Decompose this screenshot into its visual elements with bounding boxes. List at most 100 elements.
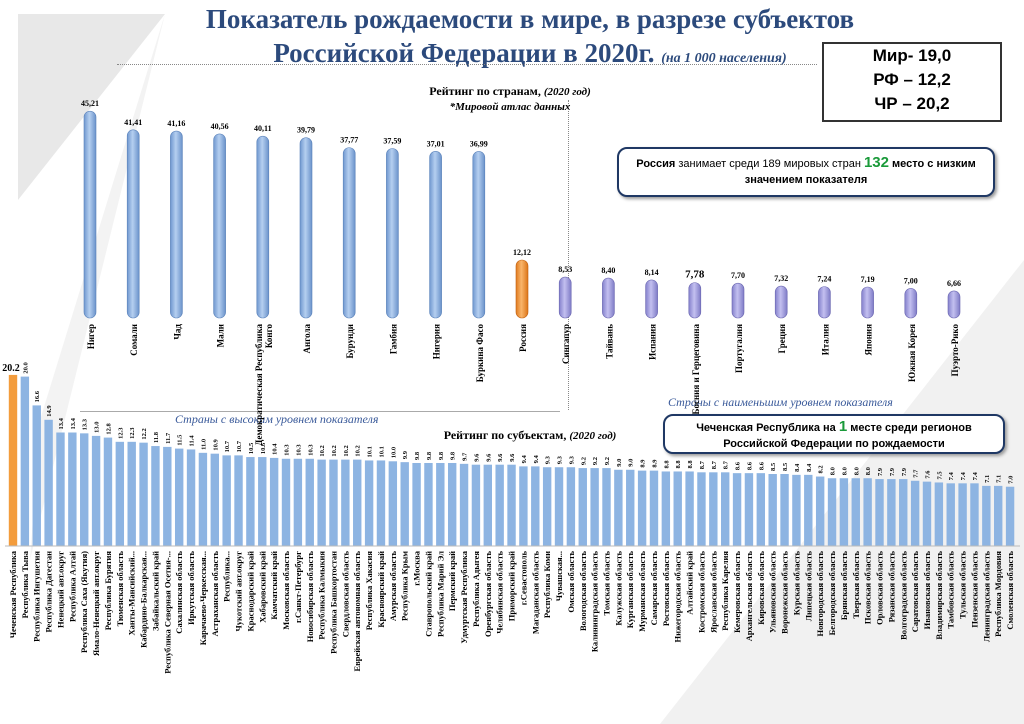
region-bar [709, 472, 718, 546]
region-bar [269, 457, 279, 546]
region-category-label: Новосибирская область [305, 551, 315, 643]
country-value-label: 41,41 [124, 118, 142, 127]
country-bar [299, 137, 313, 319]
region-bar [542, 467, 552, 546]
region-bar [780, 474, 789, 546]
region-bar [637, 470, 647, 546]
region-value-label: 8.2 [818, 465, 825, 473]
region-bar [115, 441, 125, 546]
region-value-label: 10.7 [224, 440, 231, 452]
region-bar [364, 460, 374, 546]
region-value-label: 10.0 [390, 447, 397, 458]
russia-box-pre: Россия [636, 158, 676, 170]
region-category-label: Тамбовская область [946, 551, 956, 629]
region-category-label: Брянская область [839, 550, 849, 620]
region-category-label: Камчатский край [269, 551, 279, 620]
region-value-label: 9.6 [497, 453, 504, 462]
region-value-label: 9.9 [402, 450, 409, 459]
high-group-label: Страны с высоким уровнем показателя [175, 412, 379, 426]
country-value-label: 6,66 [947, 279, 961, 288]
region-value-label: 11.4 [189, 435, 196, 447]
region-bar [80, 433, 89, 546]
region-bar [887, 479, 896, 546]
region-category-label: Смоленская область [1005, 551, 1015, 630]
region-chart-year: (2020 год) [569, 430, 617, 442]
region-bar [222, 455, 231, 546]
region-category-label: Ленинградская область [981, 551, 991, 643]
country-value-label: 7,32 [774, 274, 788, 283]
region-category-label: Республика Калмыкия [317, 551, 327, 640]
region-value-label: 7.9 [889, 467, 896, 476]
region-value-label: 9.8 [438, 451, 445, 460]
region-category-label: Республика Мордовия [993, 551, 1003, 637]
region-bar [198, 452, 208, 546]
region-bar [875, 479, 884, 546]
region-category-label: Калининградская область [590, 550, 600, 652]
region-value-label: 9.8 [450, 451, 457, 460]
region-bar [851, 478, 860, 546]
country-category-label: Италия [820, 324, 830, 355]
region-bar [519, 466, 528, 546]
region-bar [258, 457, 267, 546]
region-bar [447, 462, 457, 546]
region-category-label: Тюменская область [115, 550, 125, 626]
region-bar [804, 474, 813, 546]
region-category-label: Чеченская Республика [8, 550, 18, 638]
summary-chr: ЧР – 20,2 [874, 94, 950, 113]
country-bar [558, 276, 572, 319]
region-value-label: 9.3 [568, 455, 575, 464]
region-bar [768, 474, 777, 546]
region-category-label: Удмуртская Республика [459, 550, 469, 643]
country-value-label: 40,56 [211, 122, 229, 131]
summary-world: Мир- 19,0 [872, 46, 952, 65]
region-value-label: 8.8 [663, 460, 670, 469]
region-value-label: 8.6 [758, 461, 765, 470]
region-value-label: 7.9 [877, 467, 884, 476]
country-category-label: Буркина Фасо [475, 324, 485, 383]
country-category-label: Гамбия [388, 324, 398, 354]
region-category-label: Ханты-Мансийский... [127, 551, 137, 636]
region-category-label: г.Севастополь [518, 551, 528, 606]
region-category-label: Чукотский авт.округ [234, 551, 244, 632]
region-value-label: 10.5 [248, 442, 255, 454]
region-category-label: г.Санкт-Петербург [293, 551, 303, 623]
title-line-1: Показатель рождаемости в мире, в разрезе… [205, 4, 855, 34]
region-value-label: 10.4 [272, 443, 279, 455]
country-chart-title: Рейтинг по странам, (2020 год) *Мировой … [360, 84, 660, 114]
region-category-label: г.Москва [412, 550, 422, 585]
region-value-label: 8.9 [640, 459, 647, 468]
country-category-label: Ангола [302, 324, 312, 354]
region-bar [174, 448, 184, 546]
country-bar [342, 147, 356, 319]
region-bar [970, 483, 979, 546]
region-value-label: 8.6 [746, 461, 753, 470]
region-bar [234, 455, 243, 546]
region-category-label: Еврейская автономная область [352, 550, 362, 671]
region-category-label: Республика Крым [400, 551, 410, 621]
region-bar [578, 468, 587, 546]
region-bar [590, 468, 599, 546]
region-value-label: 8.0 [841, 467, 848, 475]
region-value-label: 7.4 [948, 471, 955, 480]
region-category-label: Кемеровская область [732, 551, 742, 633]
chechnya-box-post: месте среди регионов Российской Федераци… [723, 422, 972, 450]
region-bar [400, 462, 409, 546]
region-category-label: Республика... [222, 551, 232, 602]
region-bar [91, 435, 101, 546]
region-category-label: Челябинская область [495, 551, 505, 634]
region-bar [163, 446, 172, 546]
region-value-label: 9.3 [545, 455, 552, 464]
region-value-label: 9.8 [426, 451, 433, 460]
region-value-label: 8.5 [770, 462, 777, 471]
country-value-label: 45,21 [81, 99, 99, 108]
region-bar [186, 449, 196, 546]
country-value-label: 7,19 [861, 275, 875, 284]
country-bar [429, 151, 442, 319]
region-bar [459, 463, 469, 546]
region-value-label: 7.4 [972, 471, 979, 480]
region-value-label: 11.8 [153, 431, 160, 443]
region-bar [495, 464, 504, 546]
russia-rank-box: Россия занимает среди 189 мировых стран … [617, 147, 995, 197]
region-value-label: 7.4 [960, 471, 967, 480]
